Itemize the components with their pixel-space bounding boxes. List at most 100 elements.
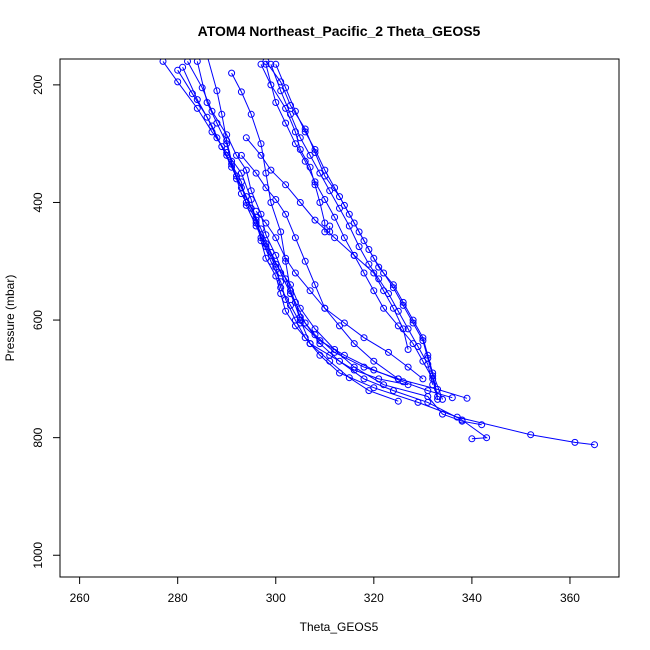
series-line — [207, 59, 409, 386]
data-point — [174, 66, 182, 74]
data-point — [326, 357, 334, 365]
data-point — [242, 166, 250, 174]
data-point — [267, 199, 275, 206]
data-point — [331, 213, 339, 221]
data-point — [399, 325, 407, 333]
data-point — [394, 375, 402, 383]
data-point — [336, 193, 343, 201]
data-point — [340, 201, 348, 209]
series-line — [245, 137, 409, 350]
data-point — [409, 316, 417, 324]
data-point — [291, 128, 299, 136]
data-point — [345, 222, 353, 230]
data-point — [350, 219, 358, 227]
data-point — [424, 393, 432, 400]
data-point — [370, 357, 378, 365]
x-tick-label: 300 — [266, 591, 286, 605]
data-point — [331, 234, 339, 242]
data-point — [345, 374, 353, 382]
data-point — [429, 381, 437, 389]
data-point — [262, 60, 270, 68]
data-point — [247, 204, 255, 212]
data-point — [301, 125, 309, 133]
data-point — [193, 96, 201, 104]
data-point — [380, 304, 388, 312]
data-point — [424, 351, 432, 359]
series-15 — [252, 207, 427, 383]
data-point — [282, 181, 290, 189]
data-point — [262, 240, 270, 248]
data-point — [296, 304, 304, 312]
series-line — [177, 69, 595, 446]
x-axis-label: Theta_GEOS5 — [300, 620, 379, 634]
data-point — [370, 269, 378, 277]
data-point — [316, 340, 324, 348]
data-point — [208, 107, 216, 115]
data-point — [218, 110, 226, 118]
data-point — [213, 134, 221, 142]
data-point — [380, 381, 388, 389]
y-tick-label: 1000 — [31, 542, 45, 569]
data-point — [394, 397, 402, 405]
data-point — [331, 346, 339, 353]
data-point — [159, 59, 167, 65]
data-point — [277, 269, 285, 277]
data-point — [370, 287, 378, 295]
data-point — [311, 281, 319, 289]
data-point — [365, 387, 373, 395]
data-point — [233, 151, 240, 159]
data-point — [370, 366, 378, 374]
data-point — [439, 395, 446, 403]
data-point — [282, 296, 290, 303]
y-tick-label: 400 — [31, 192, 45, 212]
data-point — [365, 260, 373, 268]
data-point — [272, 196, 280, 203]
data-point — [439, 410, 446, 418]
data-point — [228, 163, 236, 171]
data-point — [380, 287, 388, 295]
data-point — [272, 251, 280, 259]
data-point — [419, 375, 427, 383]
data-point — [282, 307, 290, 315]
data-point — [321, 219, 329, 227]
data-point — [380, 269, 388, 277]
data-point — [287, 101, 294, 109]
data-point — [272, 260, 280, 268]
data-point — [237, 169, 245, 177]
data-point — [345, 210, 353, 218]
series-13 — [242, 134, 412, 353]
series-line — [162, 61, 482, 426]
data-point — [291, 234, 299, 242]
data-point — [262, 169, 270, 177]
plot-frame — [59, 58, 620, 578]
data-point — [213, 87, 221, 95]
data-point — [340, 234, 348, 242]
data-point — [527, 431, 535, 439]
data-point — [478, 421, 486, 429]
data-point — [389, 281, 397, 289]
data-point — [321, 172, 329, 180]
data-point — [228, 69, 236, 77]
data-point — [331, 184, 339, 192]
data-point — [277, 87, 285, 95]
data-point — [301, 157, 309, 165]
series-line — [241, 155, 399, 380]
data-point — [184, 59, 191, 65]
data-point — [262, 219, 270, 227]
data-point — [237, 88, 245, 96]
data-point — [350, 340, 358, 348]
data-point — [282, 210, 290, 218]
data-point — [282, 84, 290, 92]
data-point — [242, 134, 250, 142]
data-point — [291, 316, 299, 324]
data-point — [287, 301, 294, 309]
data-point — [262, 254, 270, 262]
data-point — [287, 110, 294, 118]
data-point — [262, 59, 270, 65]
data-point — [262, 184, 270, 192]
data-point — [198, 84, 206, 92]
data-point — [468, 435, 476, 443]
data-point — [301, 257, 309, 265]
data-point — [296, 316, 304, 324]
